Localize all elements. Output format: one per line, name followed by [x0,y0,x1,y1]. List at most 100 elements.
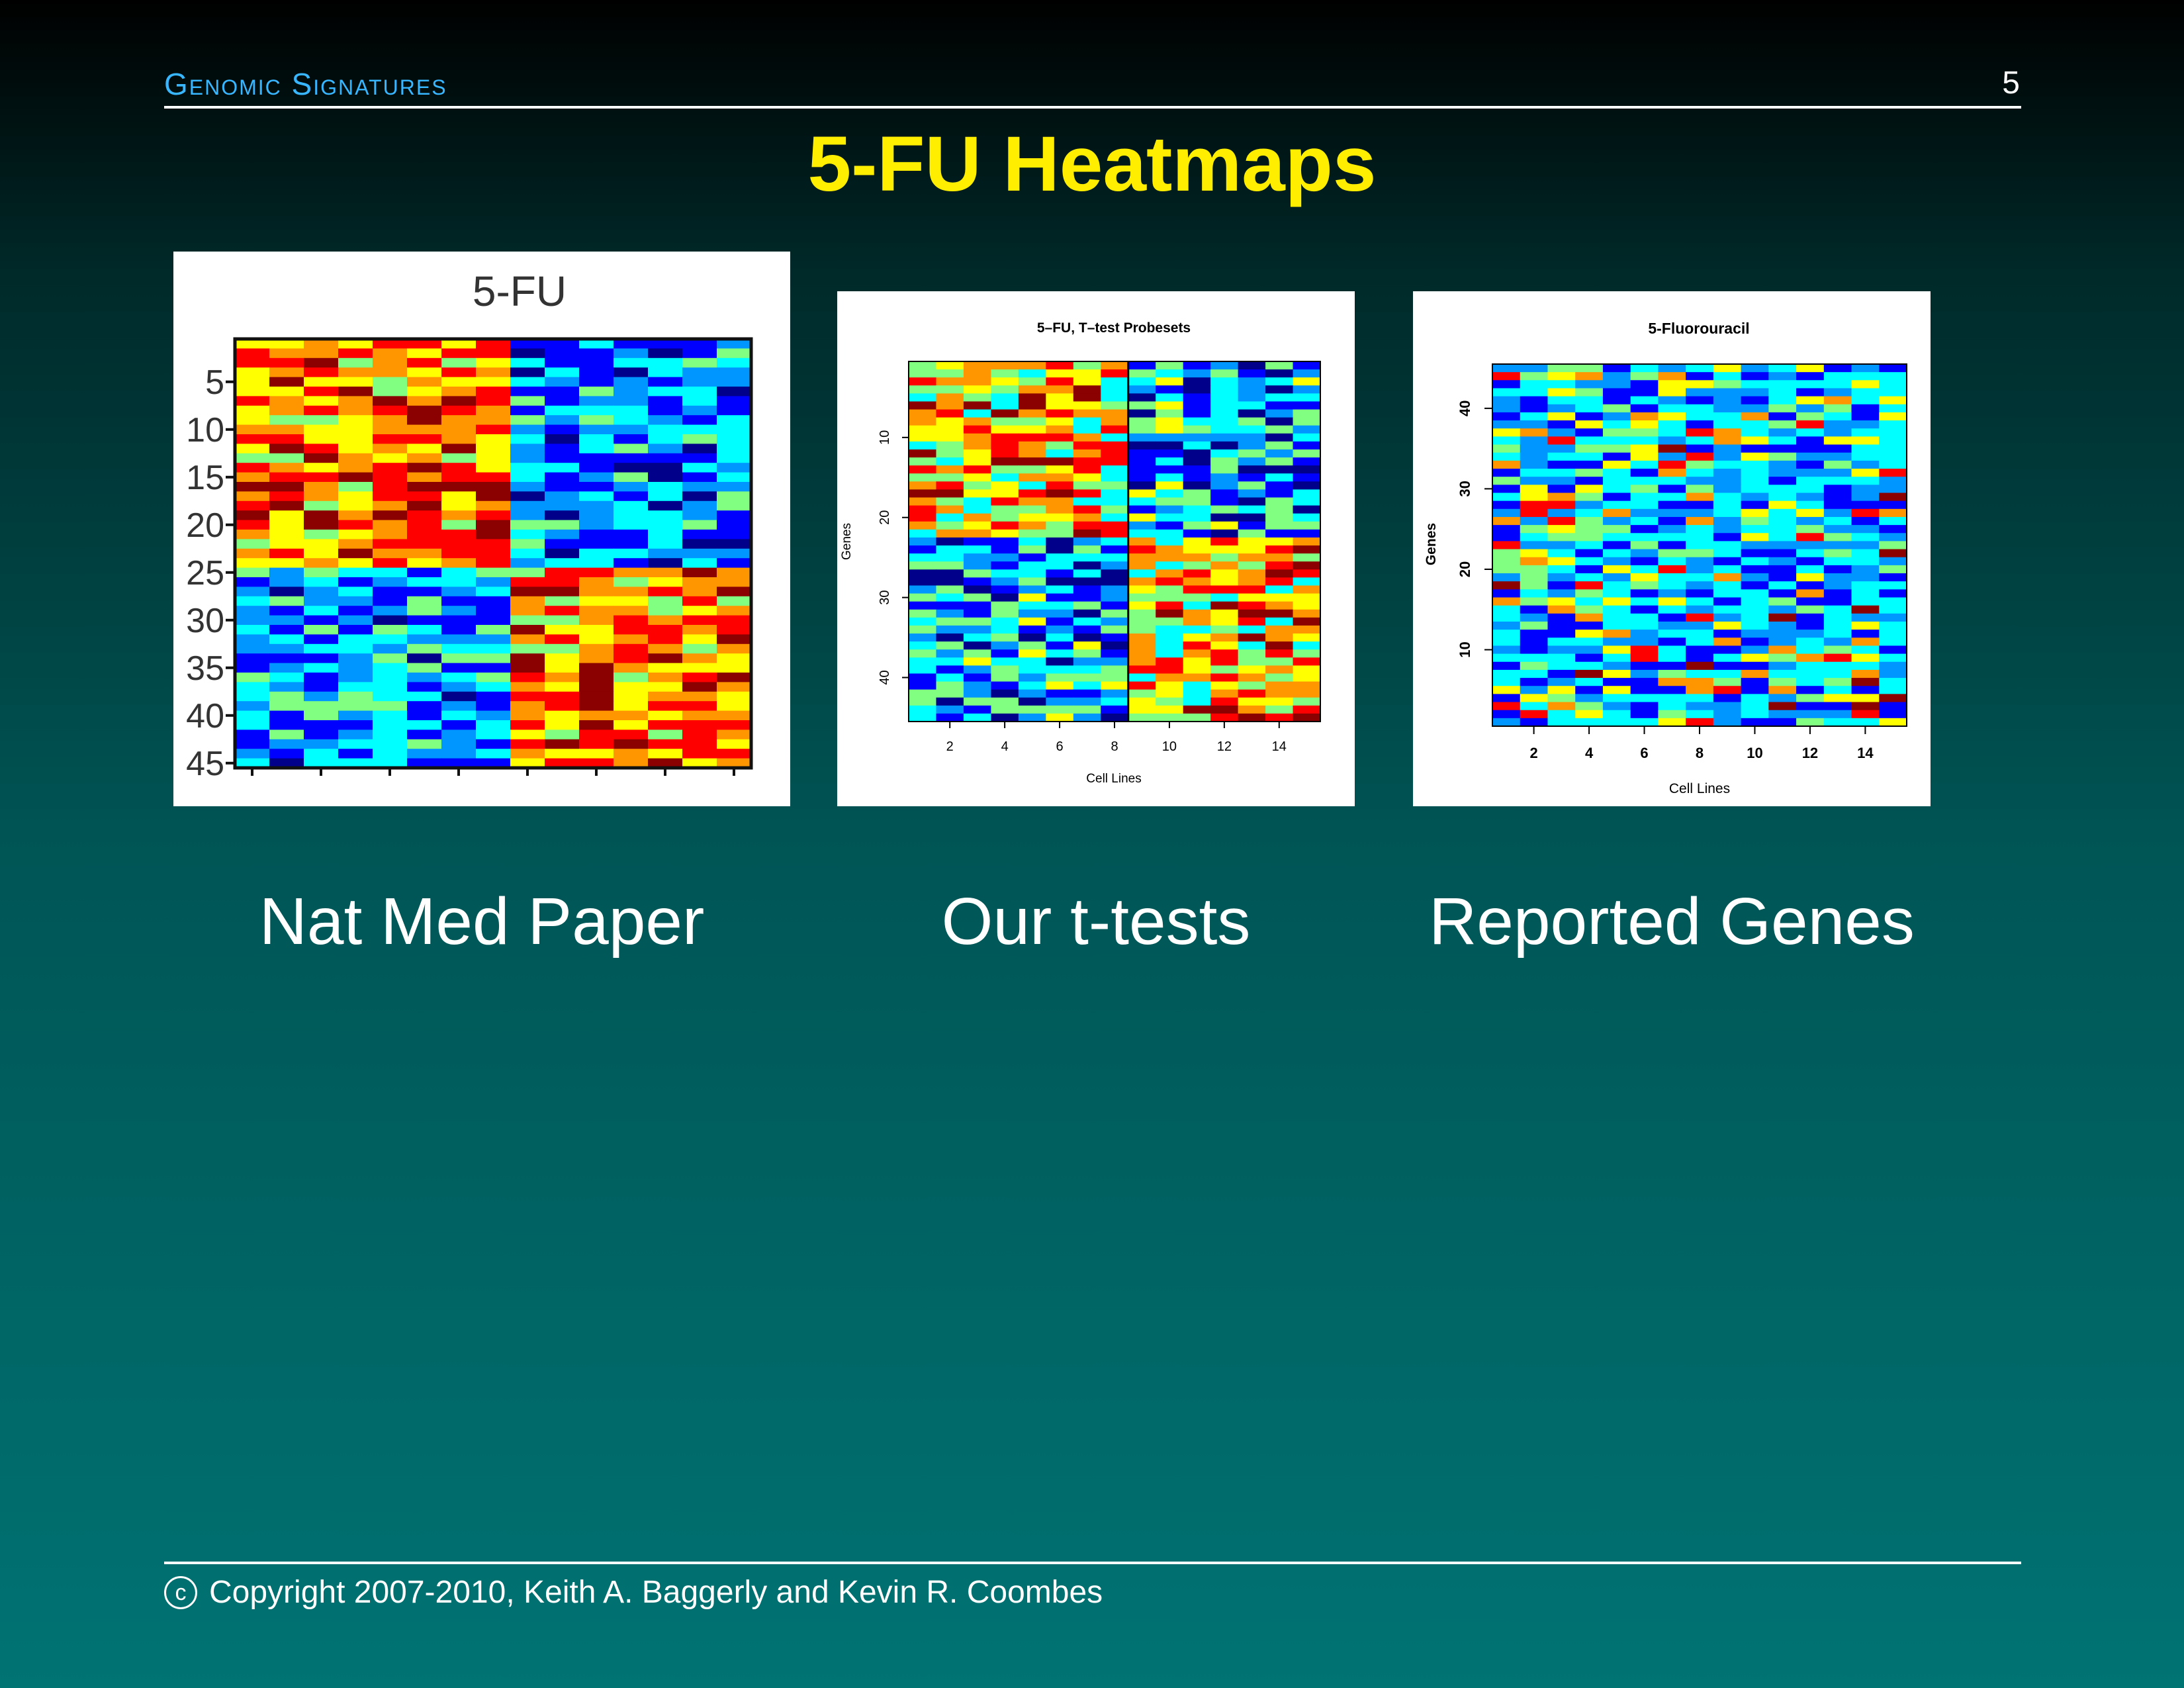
chart3-cell [1713,396,1742,405]
chart2-cell [1156,545,1184,554]
chart2-cell [991,473,1019,482]
chart2-cell [963,641,991,650]
chart1-cell [476,424,511,435]
chart3-cell [1575,645,1604,655]
chart3-cell [1741,364,1769,373]
chart2-cell [936,697,964,706]
chart1-cell [510,510,545,521]
chart2-cell [1265,553,1294,562]
chart1-cell [338,482,373,492]
chart1-cell [682,682,717,692]
chart2-cell [1210,473,1239,482]
chart3-cell [1768,573,1797,582]
chart3-cell [1823,613,1852,622]
chart3-cell [1686,565,1714,574]
chart3-cell [1768,396,1797,405]
chart2-cell [1128,617,1156,626]
chart2-cell [1210,585,1239,594]
chart1-cell [717,444,752,454]
chart2-cell [1101,473,1129,482]
chart3-cell [1823,597,1852,606]
chart3-cell [1630,645,1659,655]
chart2-cell [1156,361,1184,370]
chart1-cell [510,615,545,626]
chart2-cell [1183,649,1211,658]
chart3-cell [1713,557,1742,566]
chart3-cell [1602,621,1631,630]
chart3-cell [1768,630,1797,638]
chart3-cell [1492,605,1521,614]
chart3-cell [1686,630,1714,638]
chart1-cell [545,339,580,349]
chart2-cell [1265,529,1294,538]
chart3-cell [1658,557,1686,566]
chart2-cell [1018,633,1046,642]
chart1-cell [235,453,270,463]
chart2-cell [1183,449,1211,458]
chart3-cell [1713,581,1742,590]
chart1-cell [510,739,545,749]
nat-med-heatmap-panel: 5-FU 5 10 15 20 25 30 35 40 45 [173,252,790,806]
chart1-cell [579,548,614,559]
chart2-cell [909,617,937,626]
chart1-cell [235,482,270,492]
chart3-cell [1796,718,1825,727]
chart2-cell [991,433,1019,442]
chart3-cell [1492,420,1521,429]
chart2-cell [909,473,937,482]
chart1-cell [579,720,614,730]
chart1-cell [545,739,580,749]
chart1-cell [545,729,580,740]
chart3-cell [1741,710,1769,719]
chart3-cell [1851,452,1880,461]
chart3-cell [1602,420,1631,429]
chart2-cell [991,377,1019,386]
chart3-cell [1630,404,1659,413]
chart3-cell [1547,565,1576,574]
chart1-cell [304,577,339,587]
chart3-cell [1658,404,1686,413]
chart2-cell [1156,393,1184,402]
chart3-cell [1686,404,1714,413]
chart1-cell [545,444,580,454]
chart1-cell [682,701,717,712]
chart2-cell [1210,465,1239,474]
chart3-cell [1602,525,1631,534]
chart2-cell [1238,425,1266,434]
chart1-cell [545,491,580,502]
chart1-cell [476,673,511,682]
chart1-cell [269,396,304,406]
chart2-cell [991,633,1019,642]
chart3-cell [1879,710,1907,719]
chart3-cell [1658,694,1686,703]
chart3-cell [1823,485,1852,494]
chart3-cell [1741,637,1769,647]
chart2-cell [936,401,964,410]
chart3-cell [1520,533,1549,542]
chart2-cell [1183,593,1211,602]
chart2-cell [909,673,937,682]
chart2-cell [1238,489,1266,498]
chart1-y-tick-label: 45 [186,745,224,783]
chart1-cell [338,491,373,502]
chart3-cell [1492,597,1521,606]
chart3-cell [1520,661,1549,671]
chart3-cell [1768,589,1797,598]
chart1-cell [441,682,477,692]
chart3-cell [1741,718,1769,727]
chart2-cell [1073,465,1101,474]
chart1-cell [648,739,683,749]
chart1-cell [304,758,339,769]
chart3-cell [1768,485,1797,494]
chart2-cell [909,689,937,698]
chart3-cell [1796,485,1825,494]
chart1-cell [441,586,477,597]
chart2-cell [991,713,1019,722]
chart1-cell [510,357,545,368]
chart1-cell [441,415,477,426]
chart3-cell [1796,477,1825,485]
chart3-cell [1492,508,1521,518]
chart2-cell [1238,585,1266,594]
chart1-cell [373,749,408,759]
chart1-cell [373,625,408,635]
